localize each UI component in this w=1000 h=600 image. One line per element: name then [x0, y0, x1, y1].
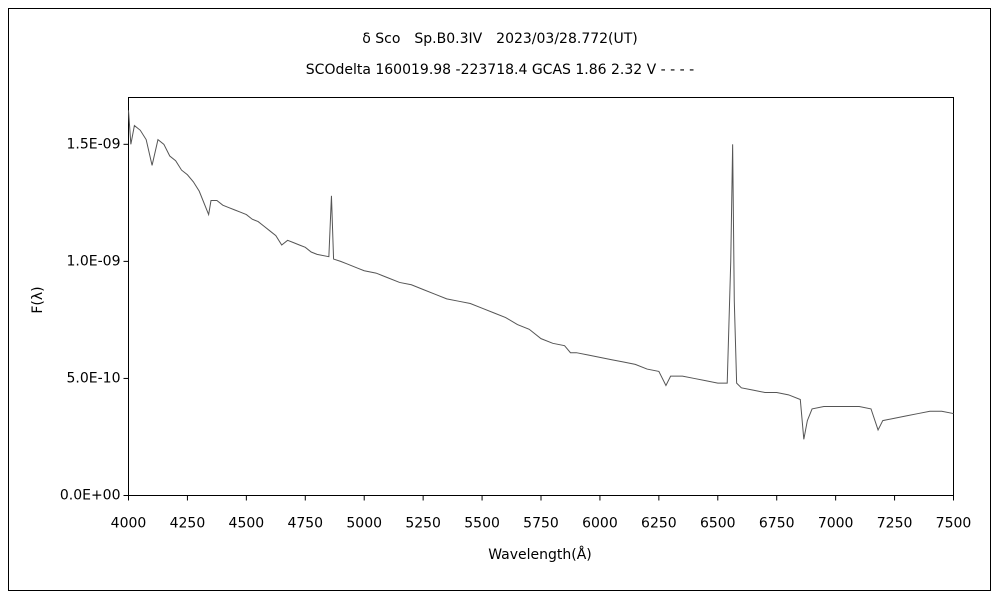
x-tick-label: 5250 — [405, 516, 441, 532]
chart-title: δ Sco Sp.B0.3IV 2023/03/28.772(UT) — [362, 31, 638, 47]
x-tick-label: 6000 — [582, 516, 618, 532]
y-tick-label: 1.0E-09 — [67, 253, 121, 269]
x-tick-label: 5500 — [464, 516, 500, 532]
x-tick-label: 4000 — [111, 516, 147, 532]
chart-subtitle: SCOdelta 160019.98 -223718.4 GCAS 1.86 2… — [306, 62, 694, 78]
x-tick-label: 4250 — [170, 516, 206, 532]
spectrum-line — [128, 110, 954, 440]
x-tick-label: 6250 — [641, 516, 677, 532]
y-tick-label: 1.5E-09 — [67, 136, 121, 152]
y-tick-label: 0.0E+00 — [60, 488, 121, 504]
x-tick-label: 5000 — [346, 516, 382, 532]
x-tick-label: 4500 — [229, 516, 265, 532]
x-tick-label: 6750 — [759, 516, 795, 532]
y-axis-label: F(λ) — [30, 286, 46, 313]
x-tick-label: 7000 — [818, 516, 854, 532]
x-tick-label: 6500 — [700, 516, 736, 532]
x-axis-label: Wavelength(Å) — [488, 546, 592, 563]
x-tick-label: 5750 — [523, 516, 559, 532]
x-tick-label: 7500 — [936, 516, 972, 532]
y-tick-label: 5.0E-10 — [67, 370, 121, 386]
x-tick-label: 4750 — [287, 516, 323, 532]
frame — [8, 8, 991, 591]
x-tick-label: 7250 — [877, 516, 913, 532]
